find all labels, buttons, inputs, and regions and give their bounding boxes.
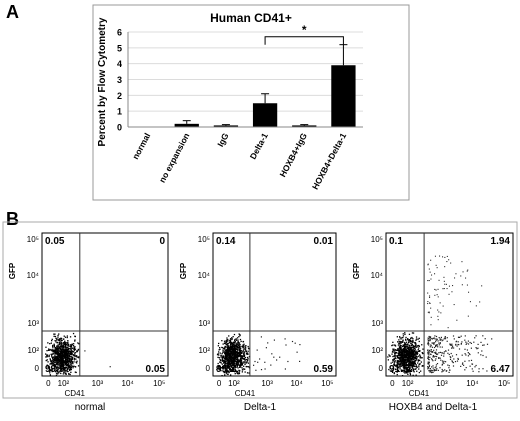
bar-chart-xtick-label: HOXB4+IgG: [277, 131, 309, 179]
panel-a-letter: A: [6, 2, 19, 22]
flow-ytick-label: 10⁴: [198, 271, 211, 280]
flow-xtick-label: 10⁵: [498, 379, 510, 388]
bar-chart-frame: [92, 4, 410, 201]
flow-xtick-label: 10⁴: [290, 379, 303, 388]
flow-ytick-label: 0: [35, 364, 40, 373]
flow-plot-caption-normal: normal: [74, 402, 106, 413]
bar-chart-xtick-label: HOXB4+Delta-1: [310, 131, 348, 191]
flow-ytick-label: 10⁴: [27, 271, 40, 280]
quadrant-value-lower-left: 91.5: [389, 364, 409, 375]
bar-chart-ytick-label: 6: [117, 28, 122, 38]
flow-xlabel: CD41: [235, 389, 256, 398]
flow-plot-caption-hoxb4-delta-1: HOXB4 and Delta-1: [388, 402, 478, 413]
flow-xtick-label: 10³: [261, 379, 273, 388]
bar-chart-ytick-label: 0: [117, 123, 122, 133]
flow-ytick-label: 0: [379, 364, 384, 373]
error-bar-hoxb4-igg: [300, 124, 309, 126]
bar-no-expansion: [174, 123, 199, 127]
quadrant-value-lower-right: 0.59: [314, 364, 334, 375]
flow-ytick-label: 10⁵: [371, 235, 383, 244]
flow-plot-frame: [212, 232, 337, 377]
bar-hoxb4-igg: [292, 125, 317, 127]
bar-chart-ylabel: Percent by Flow Cytometry: [97, 17, 108, 146]
flow-ytick-label: 10³: [198, 319, 210, 328]
flow-cytometry-panels: 0.05 0 99.9 0.05 0 10² 10³ 10⁴ 10⁵ GFP 0 10² 10³ 10⁴ 1…: [2, 221, 518, 399]
quadrant-value-upper-left: 0.14: [216, 236, 236, 247]
flow-xtick-label: 0: [46, 379, 51, 388]
flow-plot-frame: [385, 232, 514, 377]
flow-xtick-label: 10³: [92, 379, 104, 388]
flow-plot-delta-1: 0.14 0.01 99.2 0.59 0 10² 10³ 10⁴ 10⁵ GFP 0 10² 10³ 1…: [179, 232, 337, 398]
flow-panel-frame: [2, 221, 518, 399]
bar-chart-ytick-label: 3: [117, 75, 122, 85]
flow-xlabel: CD41: [409, 389, 430, 398]
bar-chart-xtick-label: IgG: [215, 131, 231, 149]
bar-igg: [213, 125, 239, 127]
flow-xtick-label: 10⁴: [466, 379, 479, 388]
bar-chart-ytick-label: 4: [117, 59, 122, 69]
flow-ytick-label: 10²: [371, 346, 383, 355]
flow-ylabel: GFP: [352, 262, 361, 279]
bar-chart-xtick-label: Delta-1: [248, 131, 270, 161]
flow-xtick-label: 10⁴: [122, 379, 135, 388]
flow-plot-events: [45, 332, 111, 377]
bar-chart-ytick-label: 5: [117, 43, 122, 53]
flow-plot-hoxb4-and-delta-1: 0.1 1.94 91.5 6.47 0 10² 10³ 10⁴ 10⁵ GFP 0 10² 10³ 10…: [352, 232, 514, 398]
flow-xtick-label: 10²: [228, 379, 240, 388]
flow-plot-events: [387, 255, 493, 377]
quadrant-value-upper-right: 0.01: [314, 236, 334, 247]
flow-ylabel: GFP: [8, 262, 17, 279]
quadrant-value-upper-left: 0.05: [45, 236, 65, 247]
bar-chart: Human CD41+ Percent by Flow Cytometry 0 1…: [92, 4, 410, 201]
flow-xtick-label: 10³: [436, 379, 448, 388]
flow-xtick-label: 10²: [402, 379, 414, 388]
quadrant-value-upper-right: 0: [159, 236, 165, 247]
flow-ytick-label: 10⁴: [371, 271, 384, 280]
flow-plot-events: [216, 333, 301, 377]
flow-plot-caption-delta-1: Delta-1: [243, 402, 277, 413]
significance-bracket: [264, 36, 344, 45]
flow-ytick-label: 10⁵: [198, 235, 210, 244]
quadrant-value-upper-left: 0.1: [389, 236, 403, 247]
bar-chart-ytick-label: 1: [117, 107, 122, 117]
flow-ytick-label: 10³: [27, 319, 39, 328]
quadrant-value-lower-left: 99.2: [216, 364, 236, 375]
bar-hoxb4-delta-1: [331, 65, 356, 127]
flow-plot-frame: [41, 232, 169, 377]
flow-xtick-label: 10⁵: [321, 379, 333, 388]
quadrant-value-lower-right: 0.05: [146, 364, 166, 375]
quadrant-value-lower-left: 99.9: [45, 364, 65, 375]
panel-b-letter: B: [6, 209, 19, 229]
error-bar-igg: [221, 124, 230, 126]
bar-chart-title: Human CD41+: [210, 11, 292, 25]
flow-ytick-label: 0: [206, 364, 211, 373]
flow-xtick-label: 10²: [58, 379, 70, 388]
flow-plot-normal: 0.05 0 99.9 0.05 0 10² 10³ 10⁴ 10⁵ GFP 0 10² 10³ 10⁴ 1…: [8, 232, 169, 398]
flow-xtick-label: 0: [217, 379, 222, 388]
bar-delta-1: [252, 103, 278, 127]
flow-ylabel: GFP: [179, 262, 188, 279]
flow-ytick-label: 10²: [198, 346, 210, 355]
quadrant-value-upper-right: 1.94: [491, 236, 511, 247]
flow-ytick-label: 10³: [371, 319, 383, 328]
bar-chart-xtick-label: no expansion: [157, 131, 192, 184]
flow-ytick-label: 10²: [27, 346, 39, 355]
flow-xtick-label: 10⁵: [153, 379, 165, 388]
error-bar-no-expansion: [182, 120, 191, 124]
significance-marker: *: [302, 23, 307, 37]
flow-xlabel: CD41: [65, 389, 86, 398]
bar-chart-xtick-label: normal: [130, 131, 152, 161]
flow-ytick-label: 10⁵: [27, 235, 39, 244]
error-bar-delta-1: [261, 93, 270, 104]
flow-xtick-label: 0: [390, 379, 395, 388]
quadrant-value-lower-right: 6.47: [491, 364, 511, 375]
bar-chart-ytick-label: 2: [117, 91, 122, 101]
